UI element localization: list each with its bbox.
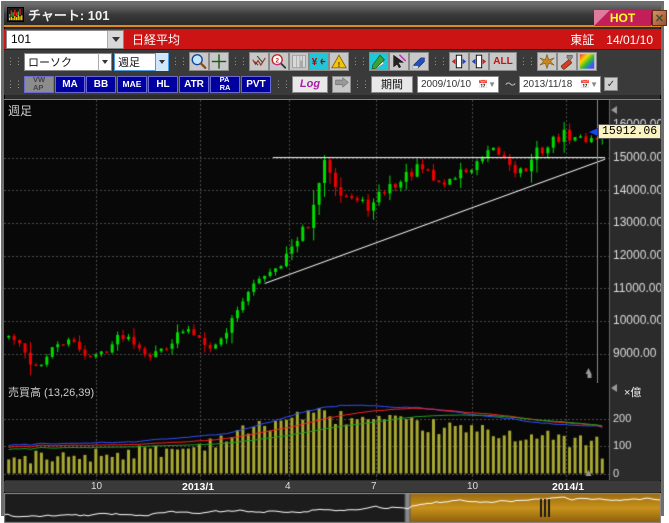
svg-text:!: ! (338, 60, 340, 69)
svg-text:¥: ¥ (312, 57, 318, 68)
svg-text:2: 2 (275, 57, 279, 64)
